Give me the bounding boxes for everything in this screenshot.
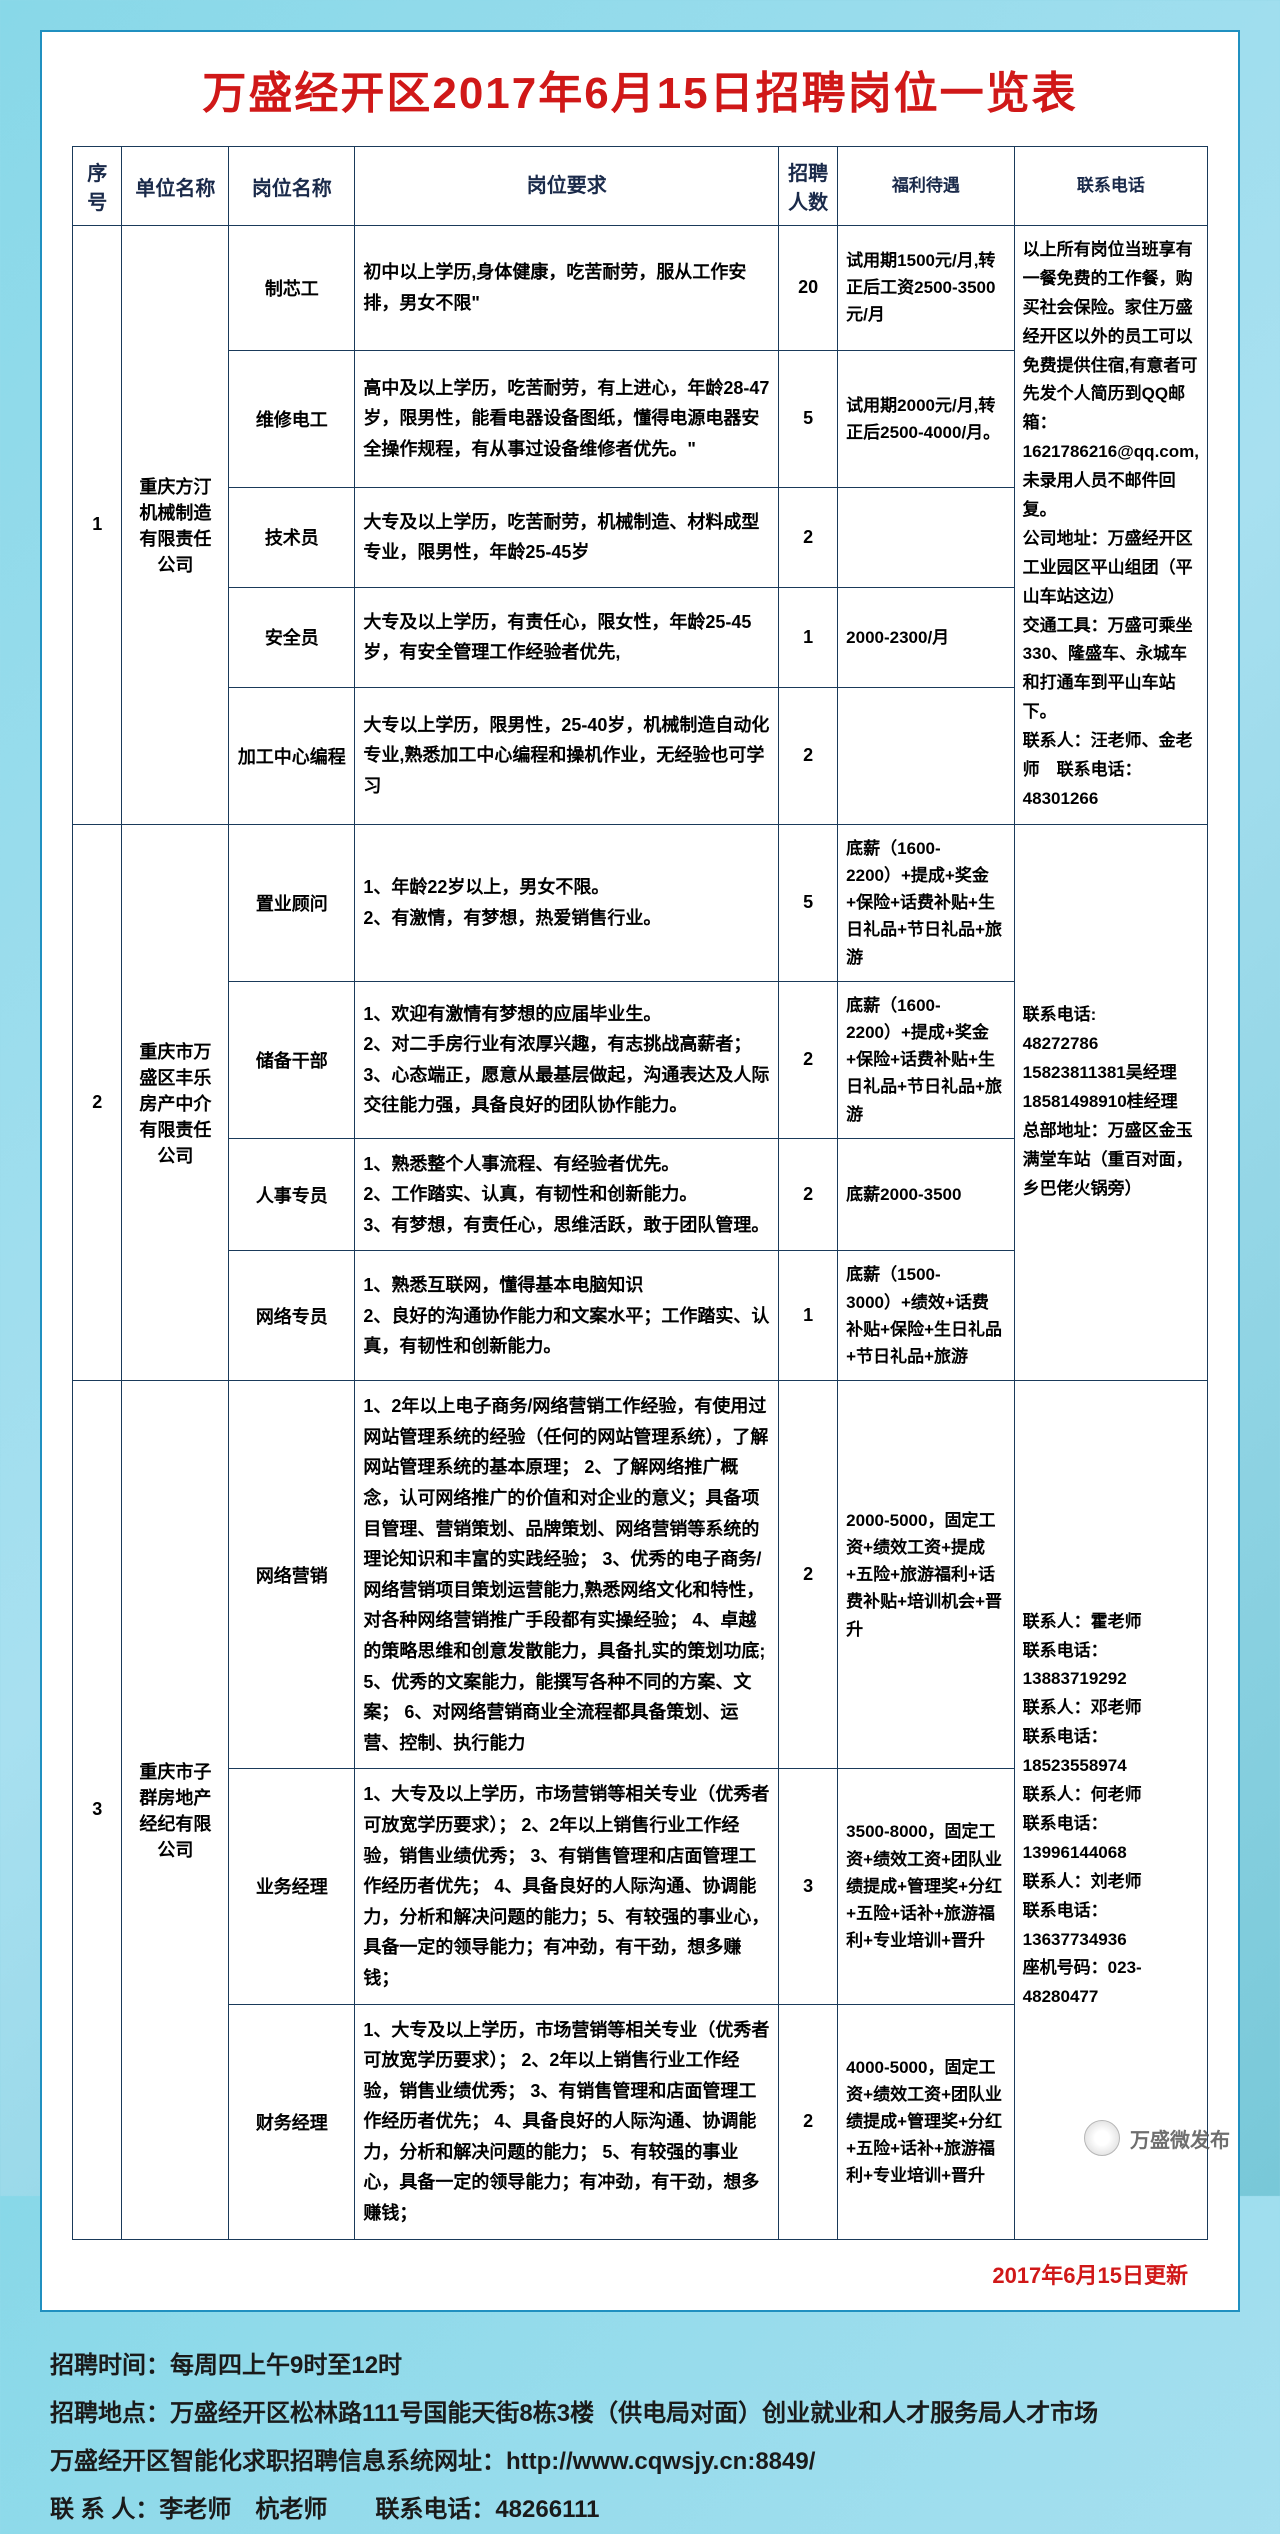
cell-position: 制芯工 (229, 226, 355, 351)
cell-benefit: 2000-5000，固定工资+绩效工资+提成+五险+旅游福利+话费补贴+培训机会… (838, 1381, 1015, 1769)
cell-count: 1 (779, 1251, 838, 1381)
cell-contact: 以上所有岗位当班享有一餐免费的工作餐，购买社会保险。家住万盛经开区以外的员工可以… (1014, 226, 1207, 825)
cell-requirement: 高中及以上学历，吃苦耐劳，有上进心，年龄28-47岁，限男性，能看电器设备图纸，… (355, 350, 779, 487)
cell-requirement: 大专及以上学历，吃苦耐劳，机械制造、材料成型专业，限男性，年龄25-45岁 (355, 487, 779, 587)
main-panel: 万盛经开区2017年6月15日招聘岗位一览表 序号 单位名称 岗位名称 岗位要求… (40, 30, 1240, 2312)
cell-contact: 联系人：霍老师 联系电话：13883719292 联系人：邓老师 联系电话：18… (1014, 1381, 1207, 2239)
cell-count: 5 (779, 824, 838, 981)
cell-requirement: 1、熟悉整个人事流程、有经验者优先。 2、工作踏实、认真，有韧性和创新能力。 3… (355, 1138, 779, 1251)
cell-count: 2 (779, 687, 838, 824)
cell-position: 置业顾问 (229, 824, 355, 981)
update-note: 2017年6月15日更新 (72, 2258, 1188, 2290)
cell-count: 5 (779, 350, 838, 487)
cell-requirement: 1、2年以上电子商务/网络营销工作经验，有使用过网站管理系统的经验（任何的网站管… (355, 1381, 779, 1769)
cell-count: 2 (779, 981, 838, 1138)
th-count: 招聘人数 (779, 147, 838, 226)
footer-time: 招聘时间：每周四上午9时至12时 (50, 2342, 1230, 2390)
cell-position: 财务经理 (229, 2004, 355, 2239)
cell-count: 3 (779, 1769, 838, 2004)
cell-position: 网络营销 (229, 1381, 355, 1769)
cell-benefit: 试用期1500元/月,转正后工资2500-3500元/月 (838, 226, 1015, 351)
cell-position: 人事专员 (229, 1138, 355, 1251)
cell-position: 技术员 (229, 487, 355, 587)
cell-benefit: 底薪（1600-2200）+提成+奖金+保险+话费补贴+生日礼品+节日礼品+旅游 (838, 981, 1015, 1138)
cell-position: 安全员 (229, 587, 355, 687)
table-row: 3重庆市子群房地产经纪有限公司网络营销1、2年以上电子商务/网络营销工作经验，有… (73, 1381, 1208, 1769)
cell-idx: 1 (73, 226, 122, 825)
cell-idx: 2 (73, 824, 122, 1380)
cell-position: 加工中心编程 (229, 687, 355, 824)
cell-contact: 联系电话: 48272786 15823811381吴经理 1858149891… (1014, 824, 1207, 1380)
watermark-text: 万盛微发布 (1130, 2124, 1230, 2153)
cell-requirement: 1、大专及以上学历，市场营销等相关专业（优秀者可放宽学历要求）； 2、2年以上销… (355, 1769, 779, 2004)
cell-count: 2 (779, 487, 838, 587)
cell-benefit (838, 487, 1015, 587)
cell-position: 业务经理 (229, 1769, 355, 2004)
th-requirement: 岗位要求 (355, 147, 779, 226)
cell-requirement: 1、大专及以上学历，市场营销等相关专业（优秀者可放宽学历要求）； 2、2年以上销… (355, 2004, 779, 2239)
footer-url: 万盛经开区智能化求职招聘信息系统网址：http://www.cqwsjy.cn:… (50, 2438, 1230, 2486)
cell-company: 重庆市万盛区丰乐房产中介有限责任公司 (122, 824, 229, 1380)
cell-count: 2 (779, 1138, 838, 1251)
cell-benefit (838, 687, 1015, 824)
th-benefit: 福利待遇 (838, 147, 1015, 226)
cell-requirement: 初中以上学历,身体健康，吃苦耐劳，服从工作安排，男女不限" (355, 226, 779, 351)
cell-position: 维修电工 (229, 350, 355, 487)
footer-address: 招聘地点：万盛经开区松林路111号国能天街8栋3楼（供电局对面）创业就业和人才服… (50, 2390, 1230, 2438)
cell-idx: 3 (73, 1381, 122, 2239)
cell-benefit: 2000-2300/月 (838, 587, 1015, 687)
th-position: 岗位名称 (229, 147, 355, 226)
cell-benefit: 3500-8000，固定工资+绩效工资+团队业绩提成+管理奖+分红+五险+话补+… (838, 1769, 1015, 2004)
cell-benefit: 试用期2000元/月,转正后2500-4000/月。 (838, 350, 1015, 487)
watermark: 万盛微发布 (1084, 2120, 1230, 2156)
cell-company: 重庆市子群房地产经纪有限公司 (122, 1381, 229, 2239)
table-row: 1重庆方汀机械制造有限责任公司制芯工初中以上学历,身体健康，吃苦耐劳，服从工作安… (73, 226, 1208, 351)
th-contact: 联系电话 (1014, 147, 1207, 226)
watermark-icon (1084, 2120, 1120, 2156)
cell-requirement: 1、年龄22岁以上，男女不限。 2、有激情，有梦想，热爱销售行业。 (355, 824, 779, 981)
cell-count: 1 (779, 587, 838, 687)
table-header-row: 序号 单位名称 岗位名称 岗位要求 招聘人数 福利待遇 联系电话 (73, 147, 1208, 226)
cell-position: 储备干部 (229, 981, 355, 1138)
cell-count: 20 (779, 226, 838, 351)
table-body: 1重庆方汀机械制造有限责任公司制芯工初中以上学历,身体健康，吃苦耐劳，服从工作安… (73, 226, 1208, 2240)
th-company: 单位名称 (122, 147, 229, 226)
cell-benefit: 底薪2000-3500 (838, 1138, 1015, 1251)
cell-benefit: 底薪（1600-2200）+提成+奖金+保险+话费补贴+生日礼品+节日礼品+旅游 (838, 824, 1015, 981)
cell-company: 重庆方汀机械制造有限责任公司 (122, 226, 229, 825)
page-title: 万盛经开区2017年6月15日招聘岗位一览表 (72, 57, 1208, 121)
cell-requirement: 1、欢迎有激情有梦想的应届毕业生。 2、对二手房行业有浓厚兴趣，有志挑战高薪者；… (355, 981, 779, 1138)
footer-block: 招聘时间：每周四上午9时至12时 招聘地点：万盛经开区松林路111号国能天街8栋… (40, 2342, 1240, 2534)
cell-requirement: 大专以上学历，限男性，25-40岁，机械制造自动化专业,熟悉加工中心编程和操机作… (355, 687, 779, 824)
recruitment-table: 序号 单位名称 岗位名称 岗位要求 招聘人数 福利待遇 联系电话 1重庆方汀机械… (72, 146, 1208, 2240)
cell-requirement: 1、熟悉互联网，懂得基本电脑知识 2、良好的沟通协作能力和文案水平；工作踏实、认… (355, 1251, 779, 1381)
th-idx: 序号 (73, 147, 122, 226)
cell-benefit: 4000-5000，固定工资+绩效工资+团队业绩提成+管理奖+分红+五险+话补+… (838, 2004, 1015, 2239)
footer-contact: 联 系 人：李老师 杭老师 联系电话：48266111 (50, 2486, 1230, 2534)
cell-count: 2 (779, 1381, 838, 1769)
cell-position: 网络专员 (229, 1251, 355, 1381)
cell-benefit: 底薪（1500-3000）+绩效+话费补贴+保险+生日礼品+节日礼品+旅游 (838, 1251, 1015, 1381)
cell-count: 2 (779, 2004, 838, 2239)
table-row: 2重庆市万盛区丰乐房产中介有限责任公司置业顾问1、年龄22岁以上，男女不限。 2… (73, 824, 1208, 981)
cell-requirement: 大专及以上学历，有责任心，限女性，年龄25-45岁，有安全管理工作经验者优先, (355, 587, 779, 687)
